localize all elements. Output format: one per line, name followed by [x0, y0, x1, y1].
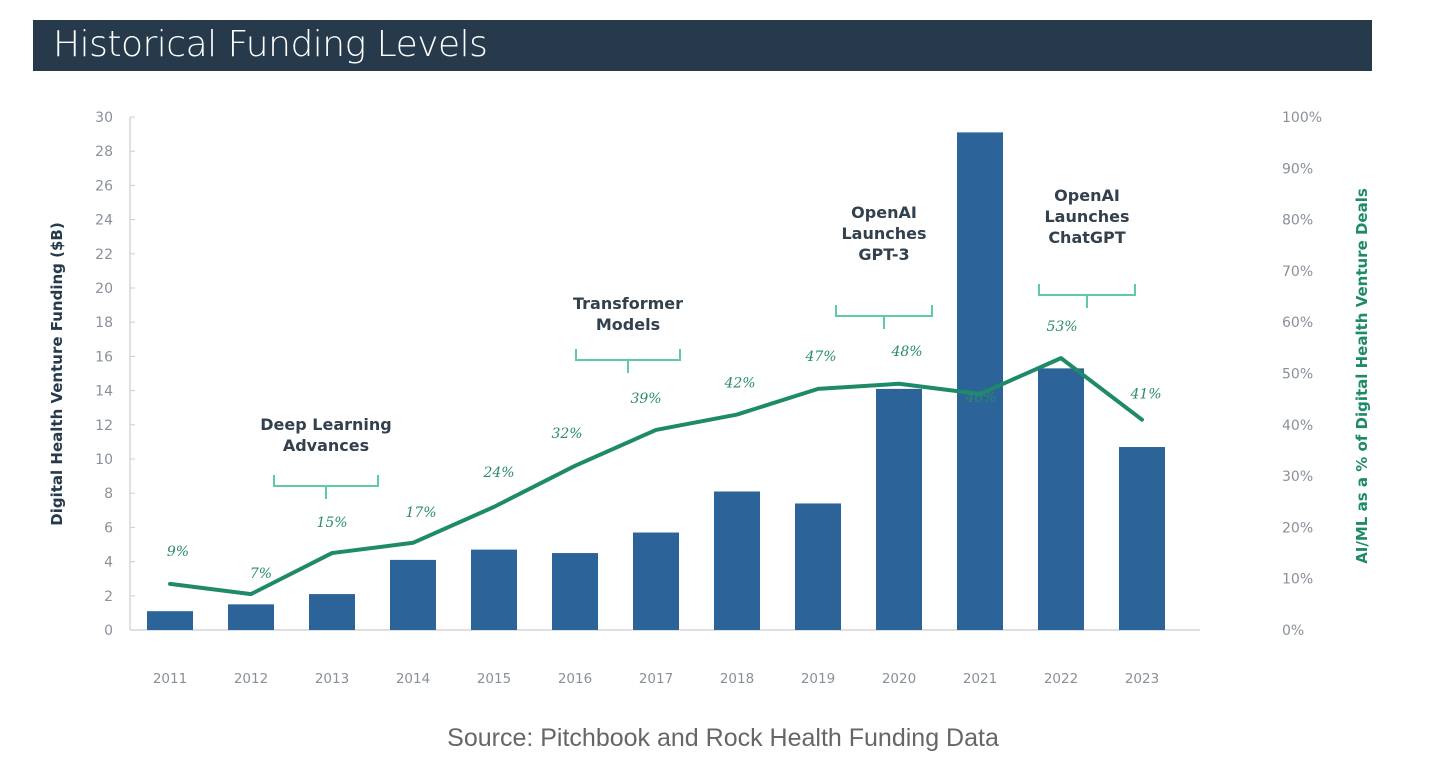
y-right-tick-label: 100%	[1282, 110, 1322, 126]
x-tick-label: 2021	[963, 671, 997, 687]
x-tick-label: 2015	[477, 671, 511, 687]
annotation-text: Deep Learning	[260, 415, 391, 434]
y-tick-label: 8	[104, 486, 113, 502]
bar-2015	[471, 549, 517, 630]
line-data-label-2023: 41%	[1129, 387, 1161, 403]
line-data-label-2019: 47%	[804, 349, 836, 365]
y-right-tick-label: 40%	[1282, 418, 1313, 434]
line-data-label-2017: 39%	[630, 391, 661, 407]
line-data-label-2015: 24%	[482, 465, 514, 481]
y-axis-title-right: AI/ML as a % of Digital Health Venture D…	[1353, 188, 1371, 564]
bar-2020	[876, 388, 922, 630]
y-tick-label: 22	[95, 247, 113, 263]
annotation-bracket	[273, 475, 379, 499]
y-right-tick-label: 90%	[1282, 161, 1313, 177]
bar-2016	[552, 553, 598, 630]
y-right-tick-label: 80%	[1282, 213, 1313, 229]
line-data-label-2013: 15%	[316, 515, 347, 531]
y-right-tick-label: 50%	[1282, 367, 1313, 383]
y-tick-label: 4	[104, 555, 113, 571]
line-data-label-2022: 53%	[1046, 319, 1077, 335]
x-tick-label: 2017	[639, 671, 673, 687]
bar-2012	[228, 604, 274, 630]
line-data-label-2018: 42%	[723, 376, 755, 392]
chart-title: Historical Funding Levels	[53, 24, 488, 65]
x-tick-label: 2020	[882, 671, 916, 687]
line-data-label-2021: 46%	[964, 390, 996, 406]
x-tick-label: 2012	[234, 671, 268, 687]
x-tick-label: 2018	[720, 671, 754, 687]
annotation-text: Advances	[283, 436, 369, 455]
y-tick-label: 18	[95, 315, 113, 331]
bar-2018	[714, 491, 760, 630]
y-right-tick-label: 10%	[1282, 572, 1313, 588]
y-tick-label: 24	[95, 213, 113, 229]
y-tick-label: 0	[104, 623, 113, 639]
x-tick-label: 2023	[1125, 671, 1159, 687]
title-bar: Historical Funding Levels	[33, 20, 1372, 71]
bar-2011	[147, 611, 193, 630]
line-data-label-2014: 17%	[405, 505, 436, 521]
y-tick-label: 6	[104, 520, 113, 536]
annotation-text: Launches	[841, 224, 926, 243]
bar-2019	[795, 503, 841, 630]
line-data-label-2016: 32%	[551, 426, 582, 442]
annotation-text: Models	[596, 315, 660, 334]
x-tick-label: 2013	[315, 671, 349, 687]
bar-2013	[309, 594, 355, 630]
annotation-text: Launches	[1044, 207, 1129, 226]
y-tick-label: 16	[95, 349, 113, 365]
x-tick-label: 2022	[1044, 671, 1078, 687]
x-tick-label: 2016	[558, 671, 592, 687]
annotation-text: Transformer	[573, 294, 683, 313]
y-tick-label: 20	[95, 281, 113, 297]
line-data-label-2011: 9%	[167, 544, 189, 560]
y-right-tick-label: 30%	[1282, 469, 1313, 485]
y-right-tick-label: 0%	[1282, 623, 1304, 639]
y-axis-title-left: Digital Health Venture Funding ($B)	[48, 222, 66, 525]
y-tick-label: 10	[95, 452, 113, 468]
y-tick-label: 14	[95, 384, 113, 400]
y-tick-label: 30	[95, 110, 113, 126]
x-tick-label: 2011	[153, 671, 187, 687]
bar-2021	[957, 132, 1003, 630]
annotation-bracket	[835, 305, 933, 329]
bar-2014	[390, 559, 436, 630]
line-data-label-2020: 48%	[890, 344, 922, 360]
chart: 0246810121416182022242628300%10%20%30%40…	[48, 110, 1371, 687]
y-tick-label: 28	[95, 144, 113, 160]
y-right-tick-label: 70%	[1282, 264, 1313, 280]
y-tick-label: 12	[95, 418, 113, 434]
source-caption: Source: Pitchbook and Rock Health Fundin…	[447, 724, 999, 752]
x-tick-label: 2019	[801, 671, 835, 687]
y-tick-label: 26	[95, 178, 113, 194]
line-data-label-2012: 7%	[250, 566, 272, 582]
annotation-text: OpenAI	[851, 203, 917, 222]
annotation-text: ChatGPT	[1048, 228, 1125, 247]
annotation-bracket	[1038, 284, 1136, 308]
bar-2017	[633, 532, 679, 630]
bar-2022	[1038, 368, 1084, 630]
y-right-tick-label: 60%	[1282, 315, 1313, 331]
annotation-text: GPT-3	[858, 245, 909, 264]
y-tick-label: 2	[104, 589, 113, 605]
bar-2023	[1119, 447, 1165, 630]
annotation-bracket	[575, 349, 681, 373]
y-right-tick-label: 20%	[1282, 520, 1313, 536]
x-tick-label: 2014	[396, 671, 430, 687]
annotation-text: OpenAI	[1054, 186, 1120, 205]
